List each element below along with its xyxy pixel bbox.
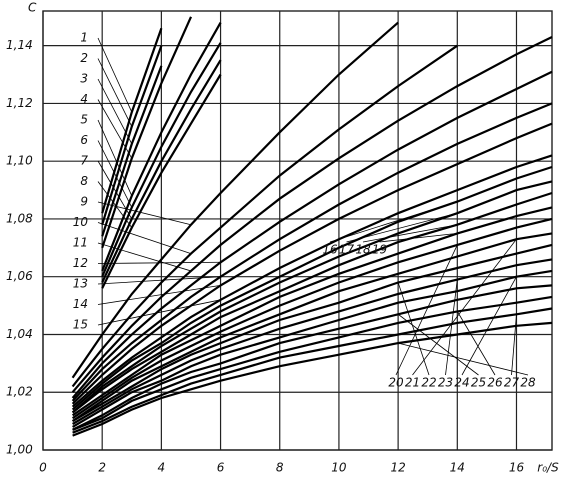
legend-label: 24 bbox=[454, 376, 469, 390]
leader-line bbox=[379, 232, 458, 243]
legend-label: 26 bbox=[487, 376, 503, 390]
leader-line bbox=[97, 242, 192, 272]
curve bbox=[71, 21, 399, 379]
leader-line bbox=[97, 140, 133, 208]
leader-line bbox=[362, 224, 458, 243]
leader-line bbox=[97, 201, 192, 226]
x-axis-label: r₀/S bbox=[537, 461, 559, 475]
leader-line bbox=[346, 212, 458, 243]
x-tick-label: 8 bbox=[276, 461, 284, 475]
leader-line bbox=[97, 37, 133, 113]
x-tick-label: 6 bbox=[217, 461, 225, 475]
curve bbox=[71, 232, 553, 423]
legend-label: 15 bbox=[73, 318, 88, 332]
legend-label: 21 bbox=[405, 376, 420, 390]
curve bbox=[101, 16, 193, 249]
y-tick-label: 1,02 bbox=[6, 385, 33, 399]
legend-label: 7 bbox=[80, 154, 88, 168]
x-tick-label: 2 bbox=[98, 461, 106, 475]
x-tick-label: 16 bbox=[509, 461, 525, 475]
curve bbox=[71, 102, 553, 402]
legend-label: 23 bbox=[438, 376, 453, 390]
leader-line bbox=[97, 78, 133, 145]
leader-line bbox=[397, 313, 479, 376]
x-tick-label: 4 bbox=[158, 461, 166, 475]
leader-line bbox=[97, 58, 133, 127]
legend-label: 19 bbox=[372, 243, 387, 257]
leader-line bbox=[511, 314, 517, 376]
leader-line bbox=[445, 279, 458, 376]
leader-line bbox=[97, 222, 192, 254]
curve bbox=[101, 73, 222, 289]
legend-label: 28 bbox=[520, 376, 536, 390]
legend-label: 13 bbox=[73, 277, 88, 291]
curve bbox=[71, 180, 553, 414]
legend-label: 14 bbox=[73, 297, 88, 311]
curve bbox=[72, 307, 553, 434]
curve bbox=[71, 36, 553, 393]
y-tick-label: 1,10 bbox=[6, 154, 33, 168]
curve bbox=[71, 206, 553, 417]
legend-label: 2 bbox=[80, 51, 88, 65]
y-tick-label: 1,06 bbox=[6, 269, 33, 283]
leader-line bbox=[97, 99, 133, 159]
curve bbox=[72, 295, 553, 431]
legend-label: 1 bbox=[80, 31, 88, 45]
y-tick-label: 1,12 bbox=[6, 96, 33, 110]
y-tick-label: 1,00 bbox=[6, 443, 33, 457]
legend-label: 10 bbox=[73, 215, 89, 229]
legend-label: 16 bbox=[322, 243, 338, 257]
curve bbox=[72, 321, 553, 437]
legend-label: 8 bbox=[80, 174, 88, 188]
legend-label: 3 bbox=[80, 72, 88, 86]
legend-label: 27 bbox=[504, 376, 520, 390]
curve bbox=[71, 191, 553, 414]
curve bbox=[71, 44, 458, 388]
legend-label: 9 bbox=[80, 195, 88, 209]
legend-label: 5 bbox=[80, 113, 88, 127]
leader-line bbox=[461, 276, 517, 376]
x-tick-label: 14 bbox=[450, 461, 465, 475]
legend-label: 11 bbox=[73, 236, 88, 250]
curve bbox=[71, 165, 553, 411]
legend-label: 17 bbox=[339, 243, 355, 257]
leader-line bbox=[412, 238, 517, 376]
curve bbox=[71, 154, 553, 408]
x-tick-label: 10 bbox=[331, 461, 347, 475]
curve bbox=[71, 70, 553, 399]
curve bbox=[101, 22, 222, 272]
leader-line bbox=[97, 284, 221, 305]
leader-line bbox=[395, 244, 458, 376]
leader-line bbox=[97, 299, 221, 326]
legend-label: 22 bbox=[421, 376, 436, 390]
legend-label: 12 bbox=[73, 256, 88, 270]
curve bbox=[72, 284, 553, 431]
curve bbox=[101, 27, 163, 214]
curve bbox=[72, 269, 553, 428]
y-tick-label: 1,08 bbox=[6, 211, 33, 225]
leader-line bbox=[97, 276, 221, 285]
curve bbox=[71, 217, 553, 420]
legend-label: 4 bbox=[80, 92, 88, 106]
legend-label: 20 bbox=[388, 376, 404, 390]
legend-label: 18 bbox=[355, 243, 371, 257]
curve bbox=[71, 122, 553, 405]
legend-label: 6 bbox=[80, 133, 88, 147]
curve bbox=[72, 258, 553, 425]
x-tick-label: 12 bbox=[390, 461, 405, 475]
leader-line bbox=[97, 119, 133, 197]
curve bbox=[101, 59, 222, 283]
x-tick-label: 0 bbox=[39, 461, 47, 475]
leader-line bbox=[97, 261, 221, 264]
y-axis-label: C bbox=[28, 1, 37, 15]
leader-line bbox=[97, 181, 133, 228]
leader-line bbox=[329, 201, 458, 243]
y-tick-label: 1,04 bbox=[6, 327, 33, 341]
leader-line bbox=[398, 342, 529, 376]
leader-line bbox=[397, 282, 430, 376]
y-tick-label: 1,14 bbox=[6, 38, 33, 52]
curve bbox=[72, 243, 553, 423]
legend-label: 25 bbox=[471, 376, 486, 390]
